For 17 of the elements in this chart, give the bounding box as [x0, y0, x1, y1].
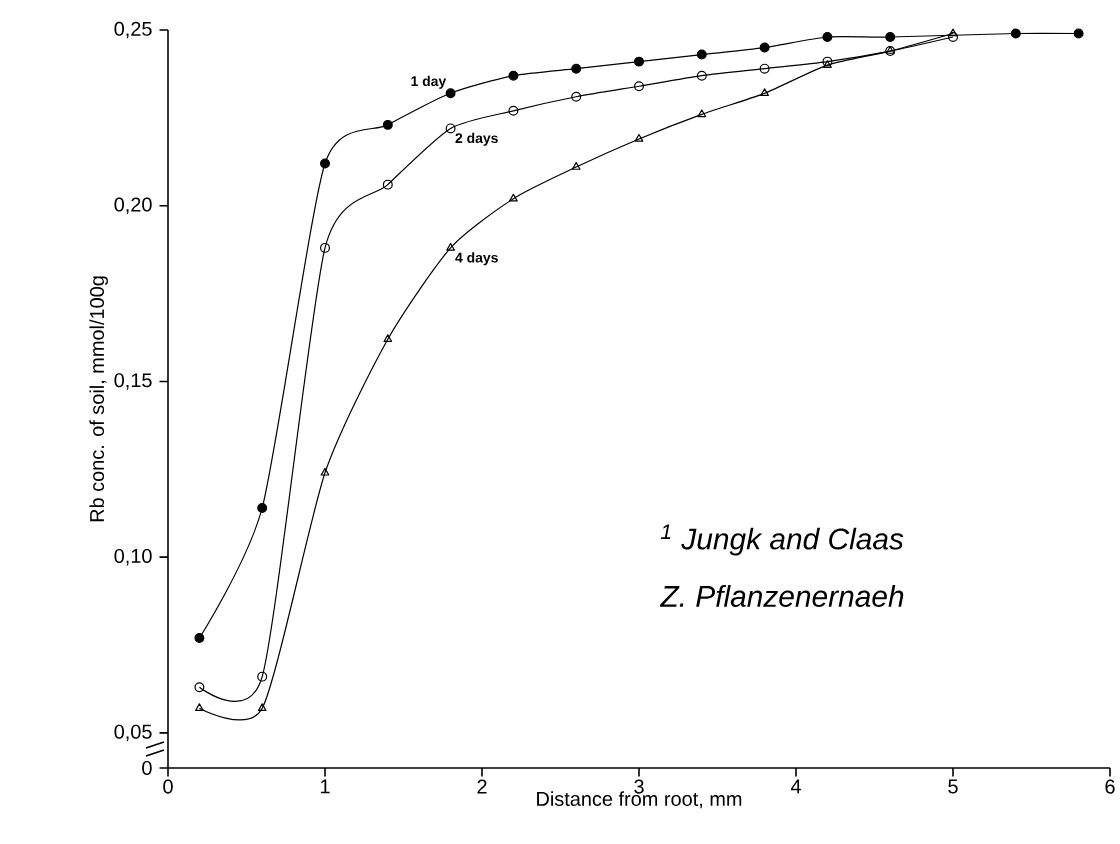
- y-tick-label: 0,05: [114, 724, 152, 742]
- x-tick-label: 2: [477, 779, 487, 794]
- y-tick-label: 0,20: [114, 197, 152, 214]
- x-tick-label: 6: [1105, 779, 1115, 794]
- x-tick-label: 5: [948, 779, 958, 794]
- y-tick-label: 0,15: [114, 373, 152, 390]
- x-tick-label: 4: [790, 779, 801, 794]
- y-axis-title: Rb conc. of soil, mmol/100g: [89, 276, 108, 522]
- x-tick-label: 0: [163, 779, 173, 794]
- y-tick-label: 0: [142, 760, 152, 776]
- x-tick-label: 3: [634, 779, 644, 794]
- y-tick-label: 0,10: [114, 548, 152, 566]
- annotation: $^{1}$ Jungk and Claas: [660, 524, 904, 556]
- annotation: Z. Pflanzenernaeh: [659, 585, 904, 607]
- y-tick-label: 0,25: [114, 21, 152, 39]
- x-axis-title: Distance from root, mm: [537, 791, 742, 809]
- x-tick-label: 1: [321, 779, 330, 794]
